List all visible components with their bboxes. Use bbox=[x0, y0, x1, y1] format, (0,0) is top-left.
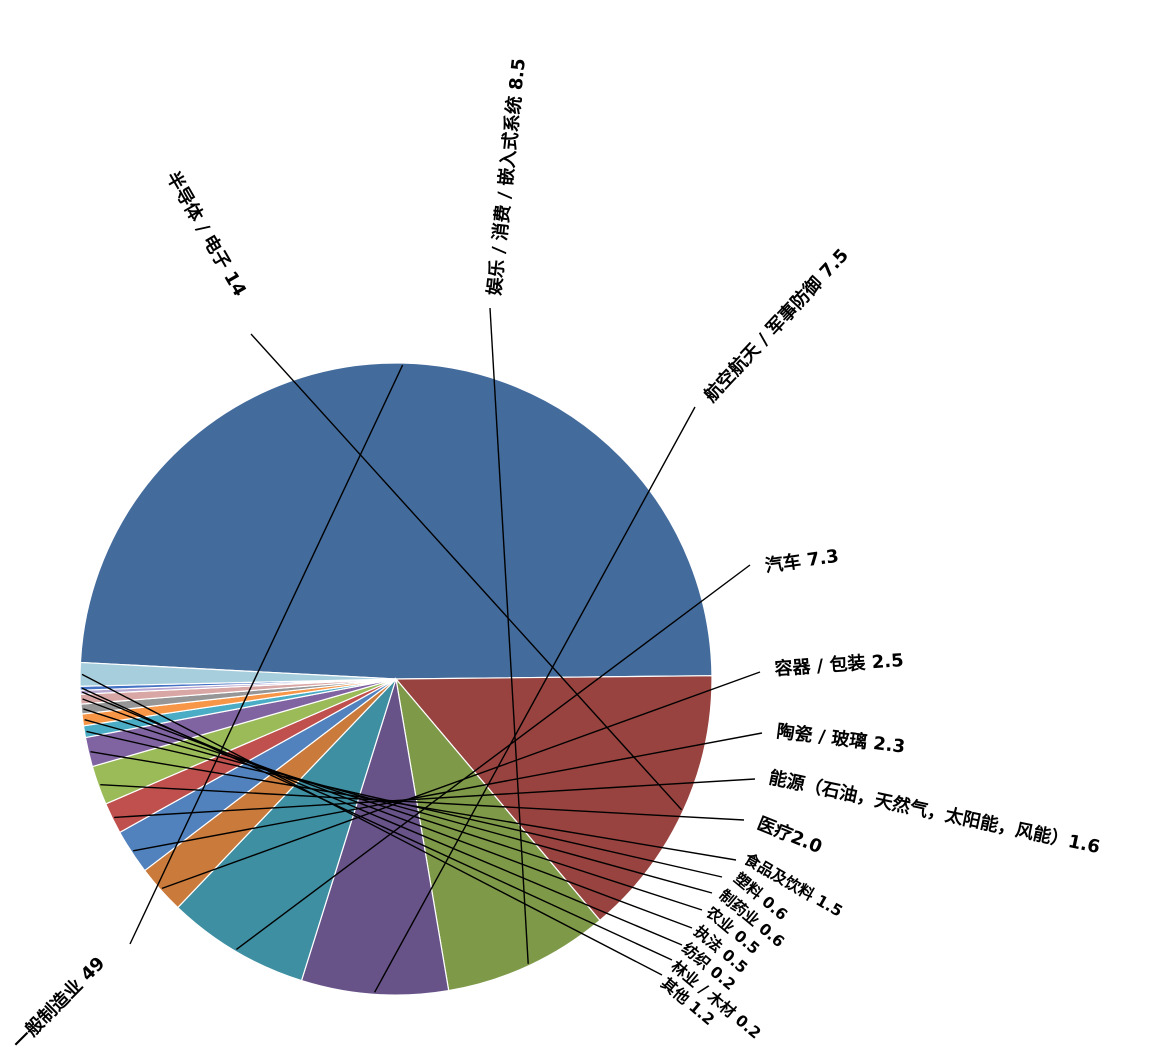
leader-line-16 bbox=[81, 673, 663, 976]
slice-label-2: 娱乐 / 消费 / 嵌入式系统 8.5 bbox=[483, 57, 530, 296]
leader-line-12 bbox=[83, 708, 703, 911]
leader-line-7 bbox=[114, 778, 756, 819]
slice-2 bbox=[395, 676, 601, 992]
slice-0 bbox=[79, 362, 713, 680]
slice-label-4: 汽车 7.3 bbox=[764, 545, 840, 577]
slice-1 bbox=[394, 675, 713, 922]
slice-label-1: 半导体 / 电子 14 bbox=[162, 168, 251, 301]
leader-line-8 bbox=[100, 784, 745, 821]
slice-label-0: 一般制造业 49 bbox=[8, 952, 109, 1053]
leader-line-2 bbox=[489, 307, 529, 964]
slice-16 bbox=[79, 661, 397, 687]
slice-label-5: 容器 / 包装 2.5 bbox=[774, 649, 904, 680]
leader-lines bbox=[81, 307, 763, 993]
slice-label-8: 医疗2.0 bbox=[754, 812, 825, 858]
leader-line-11 bbox=[84, 719, 713, 894]
pie-slices bbox=[79, 362, 713, 996]
leader-line-10 bbox=[86, 730, 723, 878]
leader-line-1 bbox=[250, 333, 683, 811]
slice-label-3: 航空航天 / 军事防御 7.5 bbox=[700, 244, 853, 406]
leader-line-13 bbox=[82, 698, 693, 929]
slice-label-6: 陶瓷 / 玻璃 2.3 bbox=[775, 720, 906, 758]
leader-line-15 bbox=[81, 687, 673, 961]
leader-line-0 bbox=[129, 364, 404, 945]
leader-line-4 bbox=[235, 564, 751, 950]
slice-3 bbox=[300, 678, 450, 996]
leader-line-6 bbox=[133, 732, 763, 852]
leader-line-3 bbox=[373, 406, 696, 993]
leader-line-5 bbox=[161, 671, 761, 890]
slice-4 bbox=[176, 678, 397, 982]
